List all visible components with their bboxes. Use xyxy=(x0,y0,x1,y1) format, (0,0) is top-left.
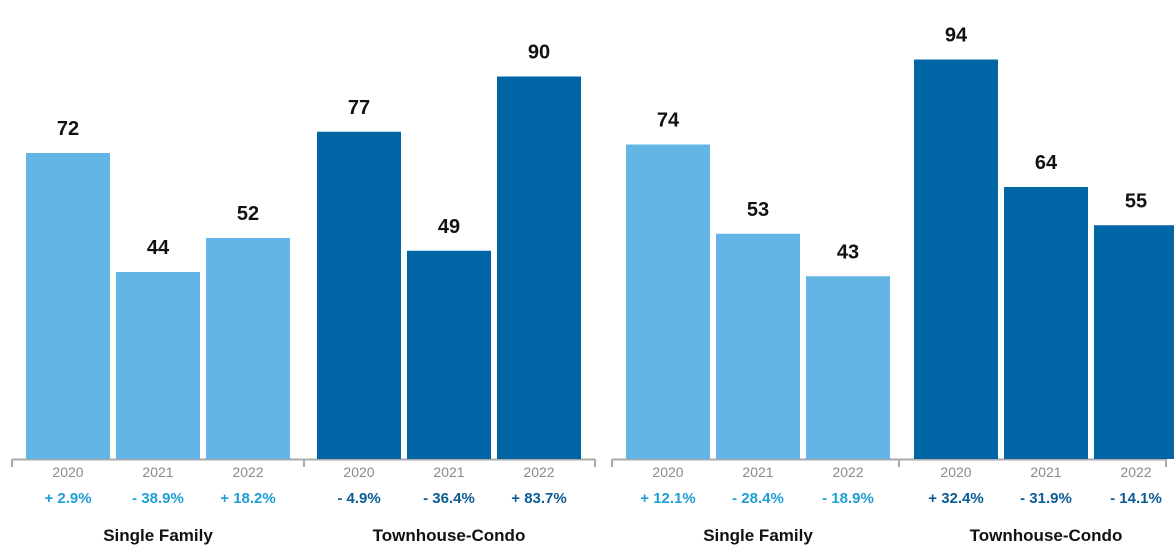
x-tick-label: 2022 xyxy=(832,464,863,480)
x-tick-label: 2021 xyxy=(1030,464,1061,480)
bar xyxy=(1094,225,1174,459)
x-tick-label: 2020 xyxy=(940,464,971,480)
group-label: Single Family xyxy=(703,526,813,545)
change-label: - 18.9% xyxy=(822,490,874,507)
bar-value-label: 72 xyxy=(57,118,79,140)
bar-value-label: 55 xyxy=(1125,190,1147,212)
bar xyxy=(626,144,710,459)
bar xyxy=(116,272,200,459)
bar-value-label: 53 xyxy=(747,199,769,221)
change-label: + 18.2% xyxy=(220,490,275,507)
group-label: Single Family xyxy=(103,526,213,545)
x-tick-label: 2020 xyxy=(652,464,683,480)
bar-value-label: 52 xyxy=(237,203,259,225)
change-label: - 28.4% xyxy=(732,490,784,507)
bar-value-label: 90 xyxy=(528,42,550,64)
bar xyxy=(26,153,110,459)
x-tick-label: 2021 xyxy=(142,464,173,480)
x-tick-label: 2021 xyxy=(742,464,773,480)
bar-value-label: 77 xyxy=(348,97,370,119)
change-label: + 32.4% xyxy=(928,490,983,507)
bar xyxy=(206,238,290,459)
bar-value-label: 43 xyxy=(837,241,859,263)
bar-value-label: 94 xyxy=(945,25,968,47)
bar xyxy=(806,276,890,459)
x-tick-label: 2020 xyxy=(343,464,374,480)
bar xyxy=(1004,187,1088,459)
change-label: - 38.9% xyxy=(132,490,184,507)
x-tick-label: 2022 xyxy=(1120,464,1151,480)
bar-value-label: 74 xyxy=(657,110,680,132)
change-label: - 14.1% xyxy=(1110,490,1162,507)
group-label: Townhouse-Condo xyxy=(373,526,526,545)
bar xyxy=(716,233,800,459)
x-tick-label: 2022 xyxy=(523,464,554,480)
bar xyxy=(407,250,491,459)
x-tick-label: 2020 xyxy=(52,464,83,480)
x-tick-label: 2021 xyxy=(433,464,464,480)
change-label: + 83.7% xyxy=(511,490,566,507)
change-label: - 36.4% xyxy=(423,490,475,507)
change-label: - 4.9% xyxy=(337,490,380,507)
bar-value-label: 44 xyxy=(147,237,170,259)
bar xyxy=(317,131,401,459)
change-label: + 2.9% xyxy=(44,490,91,507)
bar xyxy=(914,59,998,459)
x-tick-label: 2022 xyxy=(232,464,263,480)
bar xyxy=(497,76,581,459)
change-label: + 12.1% xyxy=(640,490,695,507)
change-label: - 31.9% xyxy=(1020,490,1072,507)
group-label: Townhouse-Condo xyxy=(970,526,1123,545)
bar-value-label: 64 xyxy=(1035,152,1058,174)
bar-value-label: 49 xyxy=(438,216,460,238)
